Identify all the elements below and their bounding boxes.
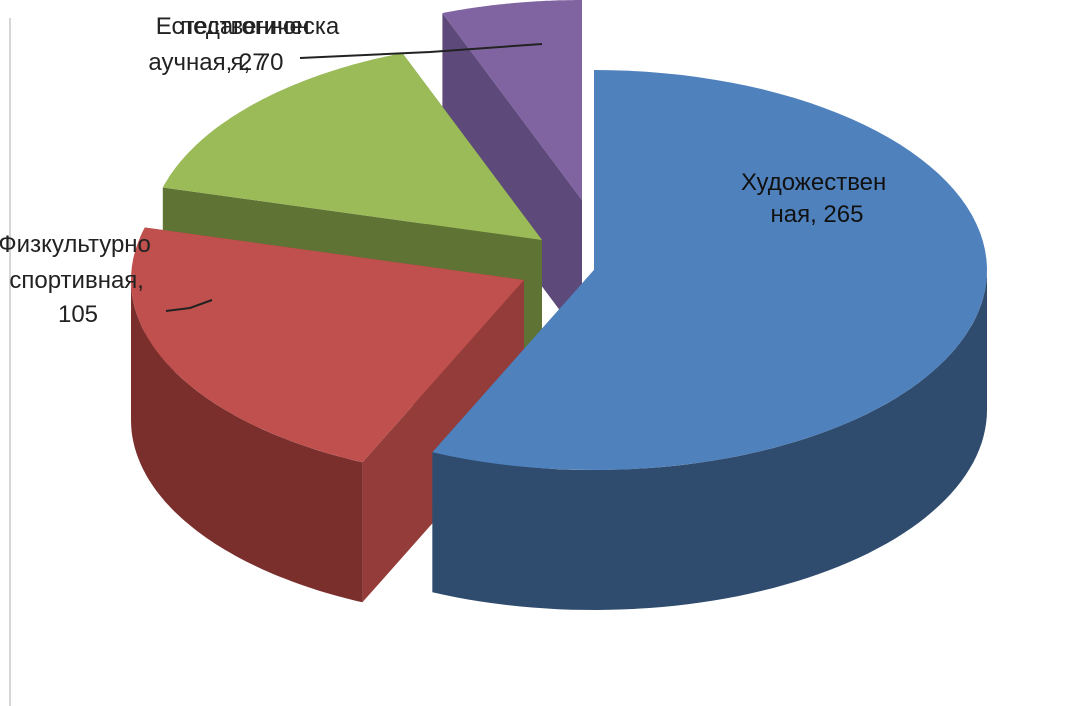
slice-khudozhestvennaya-top [432,70,987,470]
slice-label-fizkulturno-sportivnaya: Физкультурно спортивная, 105 [0,231,158,328]
leader-line-small-slices [299,43,543,59]
slice-sotsialno-pedagogicheskaya-top [162,53,543,240]
slice-fizkulturno-sportivnaya-top [131,227,524,463]
leader-lines [165,43,543,312]
slice-estestvennonauchnaya [442,0,582,340]
slice-estestvennonauchnaya-wall-start [442,13,582,340]
slice-khudozhestvennaya [432,70,987,610]
leader-line-fizkulturno [165,299,213,312]
slice-label-estestvennonauchnaya: Естественнон аучная, 27 [148,13,316,76]
slice-estestvennonauchnaya-top [442,0,582,200]
slice-fizkulturno-sportivnaya [131,227,525,603]
slice-fizkulturno-sportivnaya-side [131,280,363,603]
slice-label-khudozhestvennaya: Художествен ная, 265 [741,169,893,228]
slice-khudozhestvennaya-side [432,270,987,610]
slice-label-sotsialno-pedagogicheskaya: педагогическа я, 70 [180,13,346,76]
pie-slices [131,0,987,610]
